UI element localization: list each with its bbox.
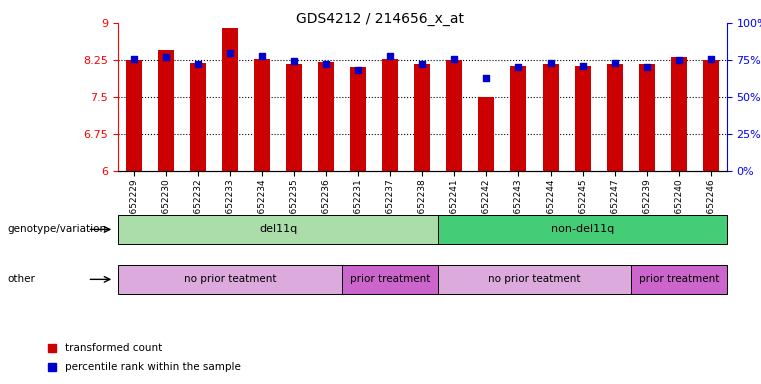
Bar bbox=[479, 97, 495, 171]
Bar bbox=[190, 63, 206, 171]
Bar bbox=[118, 215, 438, 244]
Bar bbox=[607, 64, 622, 171]
Bar bbox=[543, 64, 559, 171]
Point bbox=[320, 61, 333, 68]
Point bbox=[641, 65, 653, 71]
Point bbox=[352, 67, 365, 73]
Point bbox=[192, 61, 204, 68]
Text: transformed count: transformed count bbox=[65, 343, 163, 353]
Bar bbox=[222, 28, 238, 171]
Bar bbox=[702, 60, 718, 171]
Bar bbox=[414, 64, 431, 171]
Bar bbox=[447, 60, 463, 171]
Text: prior treatment: prior treatment bbox=[350, 274, 431, 285]
Text: del11q: del11q bbox=[259, 224, 298, 235]
Bar bbox=[342, 265, 438, 294]
Point bbox=[288, 58, 301, 65]
Point bbox=[705, 55, 717, 61]
Bar bbox=[631, 265, 727, 294]
Point bbox=[480, 74, 492, 81]
Bar bbox=[511, 66, 527, 171]
Bar bbox=[286, 64, 302, 171]
Bar bbox=[254, 58, 270, 171]
Point bbox=[128, 55, 140, 61]
Bar bbox=[158, 50, 174, 171]
Bar bbox=[350, 68, 366, 171]
Point bbox=[673, 57, 685, 63]
Bar bbox=[638, 64, 654, 171]
Text: prior treatment: prior treatment bbox=[638, 274, 719, 285]
Text: no prior teatment: no prior teatment bbox=[184, 274, 276, 285]
Point bbox=[448, 55, 460, 61]
Bar bbox=[438, 265, 631, 294]
Point bbox=[577, 63, 589, 69]
Text: non-del11q: non-del11q bbox=[551, 224, 614, 235]
Text: percentile rank within the sample: percentile rank within the sample bbox=[65, 362, 241, 372]
Bar bbox=[318, 63, 334, 171]
Bar bbox=[438, 215, 727, 244]
Point bbox=[544, 60, 556, 66]
Text: genotype/variation: genotype/variation bbox=[8, 224, 107, 235]
Point bbox=[160, 54, 172, 60]
Point bbox=[384, 53, 396, 59]
Bar bbox=[575, 66, 591, 171]
Text: no prior teatment: no prior teatment bbox=[489, 274, 581, 285]
Text: other: other bbox=[8, 274, 36, 285]
Text: GDS4212 / 214656_x_at: GDS4212 / 214656_x_at bbox=[297, 12, 464, 25]
Point bbox=[416, 61, 428, 68]
Bar bbox=[118, 265, 342, 294]
Point bbox=[512, 65, 524, 71]
Bar bbox=[382, 58, 398, 171]
Point bbox=[609, 60, 621, 66]
Point bbox=[256, 53, 268, 59]
Point bbox=[224, 50, 236, 56]
Bar bbox=[670, 56, 686, 171]
Bar bbox=[126, 60, 142, 171]
